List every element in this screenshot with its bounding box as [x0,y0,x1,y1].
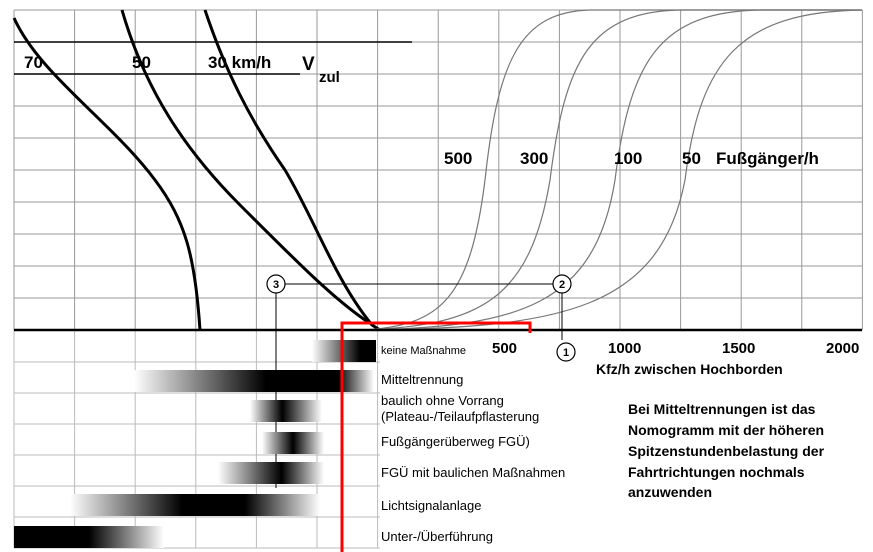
note-block: Bei Mitteltrennungen ist das Nomogramm m… [628,401,825,500]
measure-label-baulich: baulich ohne Vorrang [381,393,504,408]
speed-curve-50 [120,9,369,324]
x-tick-1500: 1500 [722,340,755,357]
speed-curve-30 [203,9,381,332]
marker-3: 3 [266,274,286,294]
svg-text:3: 3 [273,279,279,291]
measure-label-keine: keine Maßnahme [381,345,466,357]
speed-label-70: 70 [24,53,43,72]
measure-bar-fgubau [218,462,324,484]
x-tick-2000: 2000 [826,340,859,357]
note-line-4: Fahrtrichtungen nochmals [628,464,805,480]
speed-curve-70 [12,17,202,331]
note-line-5: anzuwenden [628,484,712,500]
measure-bar-mittel [134,370,374,392]
speed-label-30: 30 km/h [208,53,271,72]
pedestrian-curve-100 [364,9,862,331]
measure-label-unter: Unter-/Überführung [381,529,493,544]
measure-label-plateau: (Plateau-/Teilaufpflasterung [381,409,539,424]
pedestrian-unit-label: Fußgänger/h [716,149,819,168]
note-line-1: Bei Mitteltrennungen ist das [628,401,816,417]
pedestrian-label-50: 50 [682,149,701,168]
measure-label-fgubau: FGÜ mit baulichen Maßnahmen [381,465,565,480]
svg-text:1: 1 [563,347,569,359]
measure-label-mittel: Mitteltrennung [381,372,463,387]
highlight-box [340,321,532,552]
speed-axis-subscript: zul [319,69,340,86]
measure-bar-lsa [70,494,320,516]
measure-label-fgu: Fußgängerüberweg FGÜ) [381,434,530,449]
grid [13,9,863,549]
measure-bar-unter [14,526,164,548]
measure-bars [14,340,376,548]
measure-label-lsa: Lichtsignalanlage [381,498,481,513]
speed-label-50: 50 [132,53,151,72]
measure-bar-fgu [262,432,324,454]
pedestrian-label-300: 300 [520,149,548,168]
measure-bar-baulich [250,400,322,422]
speed-curves [12,9,381,332]
x-axis-title: Kfz/h zwischen Hochborden [596,361,783,377]
note-line-3: Spitzenstundenbelastung der [628,443,825,459]
marker-1: 1 [556,342,576,362]
pedestrian-label-500: 500 [444,149,472,168]
marker-2: 2 [552,274,572,294]
svg-text:2: 2 [559,279,565,291]
x-tick-500: 500 [492,340,517,357]
pedestrian-curves [364,9,863,331]
note-line-2: Nomogramm mit der höheren [628,422,824,438]
measure-bar-keine [312,340,376,362]
pedestrian-curve-300 [364,9,862,331]
x-tick-1000: 1000 [608,340,641,357]
speed-axis-symbol: V [302,54,315,75]
pedestrian-label-100: 100 [614,149,642,168]
pedestrian-curve-500 [364,9,862,331]
